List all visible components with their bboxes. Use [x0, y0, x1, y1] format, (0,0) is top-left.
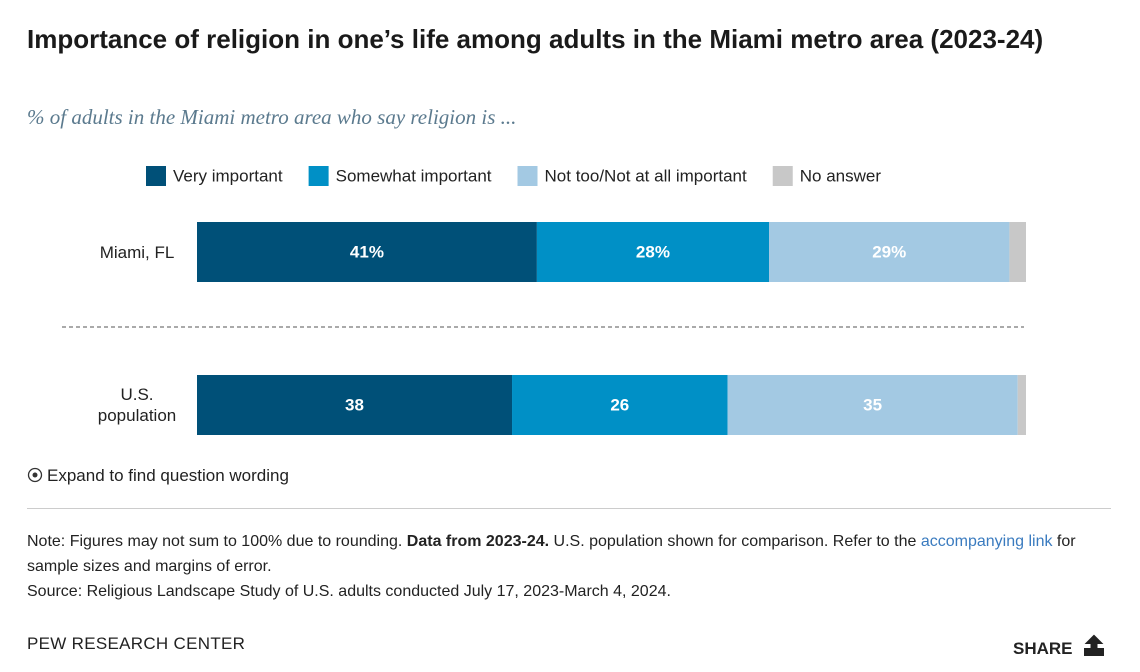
share-text: SHARE — [1013, 639, 1073, 658]
legend-swatch — [146, 166, 166, 186]
note-text: U.S. population shown for comparison. Re… — [553, 533, 917, 550]
legend-swatch — [517, 166, 538, 186]
legend-swatch — [772, 166, 793, 186]
value-label: 28% — [636, 242, 670, 261]
note-bold: Data from 2023-24. — [406, 533, 550, 550]
value-label: 35 — [863, 395, 882, 414]
bar-segment — [512, 375, 728, 435]
bar-segment — [1017, 375, 1026, 435]
expand-icon — [27, 467, 43, 483]
chart: Very important Somewhat important Not too/… — [62, 166, 1026, 435]
chart-title: Importance of religion in one’s life amo… — [27, 24, 1044, 54]
bar-segment — [197, 222, 537, 282]
bar-segment — [197, 375, 513, 435]
expand-text: Expand to find question wording — [47, 466, 289, 485]
note-text: for sample sizes and margins of error. — [27, 533, 1076, 575]
legend-label: Very important — [173, 166, 283, 185]
value-label: 38 — [345, 395, 364, 414]
bar-segment — [536, 222, 770, 282]
share-button[interactable]: SHARE — [1013, 634, 1105, 659]
chart-subtitle: % of adults in the Miami metro area who … — [27, 105, 517, 129]
bar-segment — [1009, 222, 1026, 282]
note-link[interactable]: accompanying link — [920, 533, 1053, 550]
legend-swatch — [308, 166, 329, 186]
bar-segment — [727, 375, 1018, 435]
legend-label: Not too/Not at all important — [545, 166, 747, 185]
legend-label: No answer — [800, 166, 882, 185]
category-label: U.S. population — [97, 385, 177, 425]
share-icon — [1084, 634, 1105, 656]
brand: PEW RESEARCH CENTER — [27, 634, 246, 653]
divider — [27, 508, 1111, 509]
value-label: 26 — [610, 395, 629, 414]
value-label: 41% — [350, 242, 384, 261]
expand-toggle[interactable]: Expand to find question wording — [27, 466, 289, 486]
value-label: 29% — [872, 242, 906, 261]
legend-label: Somewhat important — [336, 166, 492, 185]
source: Source: Religious Landscape Study of U.S… — [27, 583, 671, 600]
note-text: Note: Figures may not sum to 100% due to… — [27, 533, 403, 550]
bar-segment — [769, 222, 1010, 282]
note: Note: Figures may not sum to 100% due to… — [27, 529, 1117, 604]
category-label: Miami, FL — [99, 242, 175, 262]
